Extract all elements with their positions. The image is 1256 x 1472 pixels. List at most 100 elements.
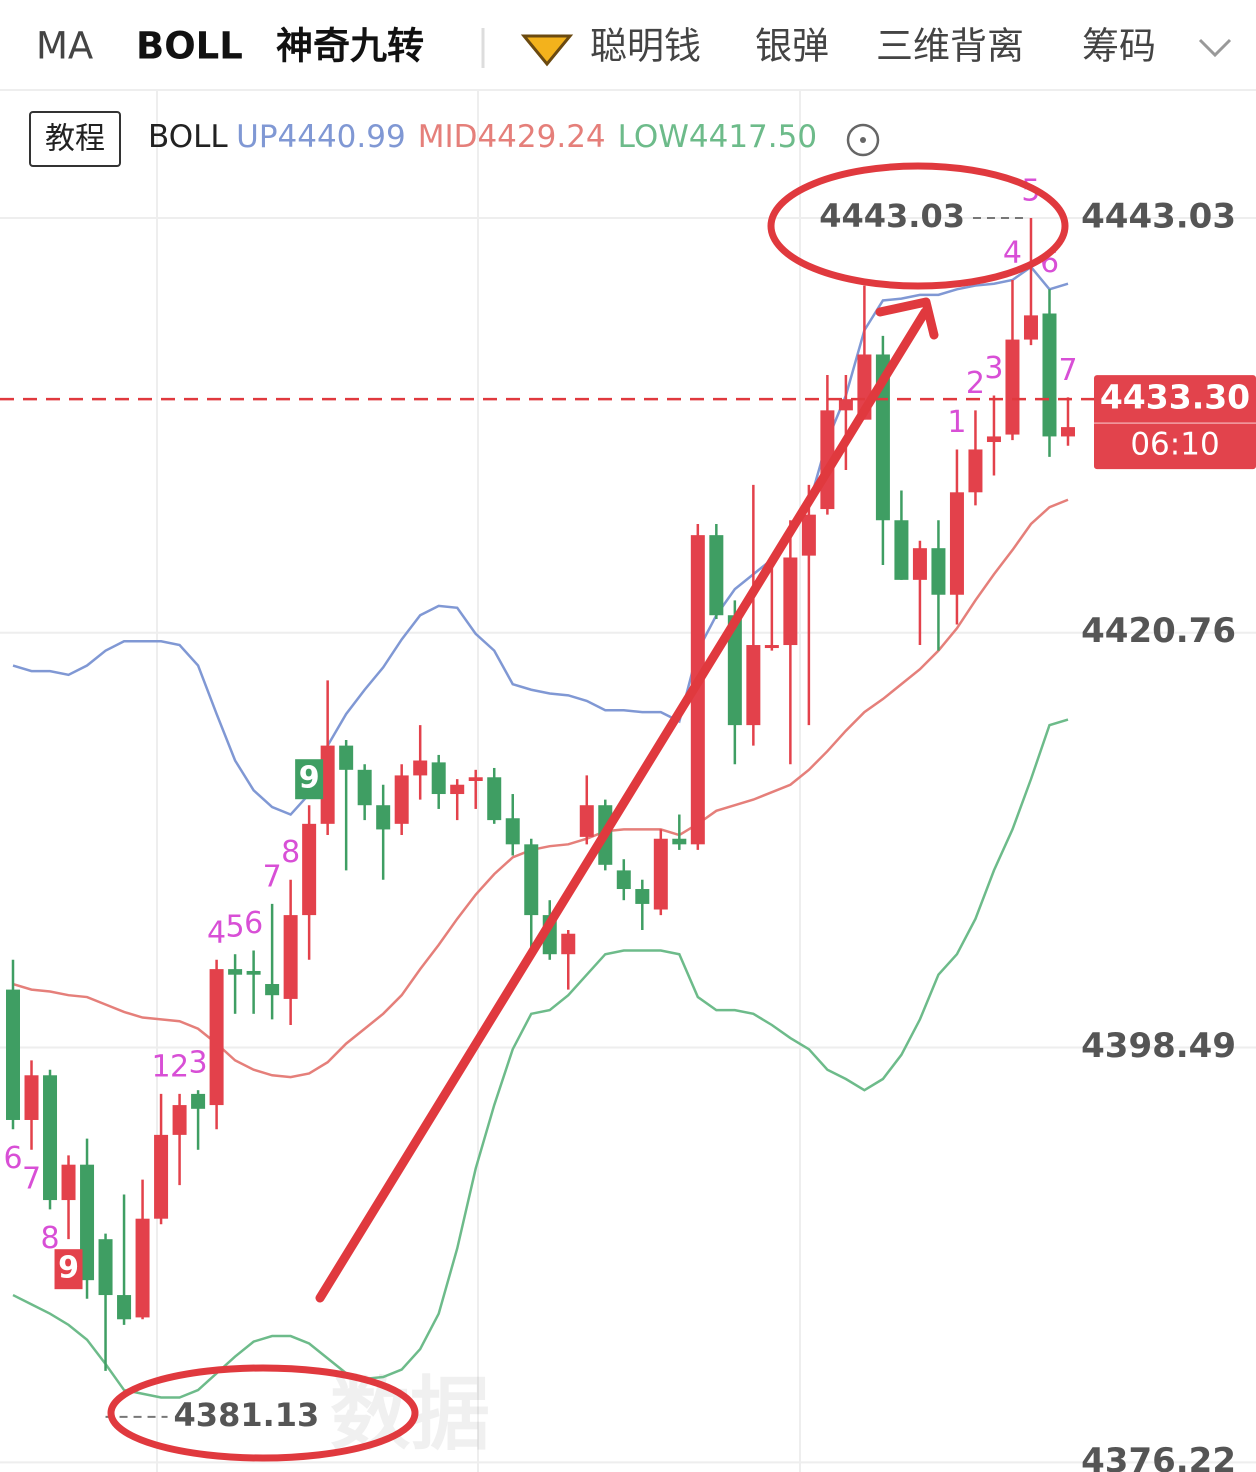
candle-body bbox=[561, 933, 576, 955]
tab[interactable]: BOLL bbox=[136, 25, 243, 68]
candle-body bbox=[672, 838, 687, 845]
legend-entry: MID4429.24 bbox=[418, 119, 606, 155]
candle-body bbox=[172, 1105, 187, 1135]
candle-body bbox=[1023, 315, 1038, 340]
candle-body bbox=[6, 989, 20, 1120]
candle-body bbox=[394, 775, 409, 824]
candle-body bbox=[912, 548, 927, 580]
trend-arrow-head bbox=[875, 297, 939, 340]
candle-body bbox=[209, 969, 224, 1106]
td-nine-box bbox=[54, 1249, 83, 1290]
y-tick-label: 4420.76 bbox=[1081, 611, 1236, 651]
tab[interactable]: 三维背离 bbox=[876, 25, 1024, 68]
vip-icon bbox=[520, 34, 574, 67]
candle-body bbox=[228, 969, 243, 975]
candle-body bbox=[653, 838, 668, 910]
candle-body bbox=[357, 769, 372, 806]
candle-body bbox=[783, 557, 798, 646]
candle-body bbox=[117, 1295, 132, 1320]
trend-arrow bbox=[315, 307, 930, 1303]
tab[interactable]: 筹码 bbox=[1082, 25, 1156, 68]
tab[interactable]: MA bbox=[36, 25, 93, 68]
td-count: 6 bbox=[244, 906, 263, 941]
min-marker-label: 4381.13 bbox=[174, 1396, 320, 1434]
td-count: 2 bbox=[170, 1049, 189, 1084]
tutorial-button[interactable] bbox=[29, 111, 121, 167]
candle-body bbox=[154, 1134, 169, 1219]
candle-body bbox=[246, 970, 261, 975]
boll-line bbox=[12, 498, 1069, 1079]
more-chevron[interactable] bbox=[1198, 38, 1232, 58]
candle-body bbox=[894, 520, 909, 580]
max-marker-label: 4443.03 bbox=[819, 197, 965, 235]
candle-body bbox=[98, 1239, 113, 1296]
td-count: 3 bbox=[984, 351, 1003, 386]
candle-body bbox=[524, 844, 539, 916]
candle-body bbox=[746, 645, 761, 726]
y-tick-label: 4443.03 bbox=[1081, 196, 1236, 236]
td-count: 8 bbox=[40, 1221, 59, 1256]
td-count: 8 bbox=[281, 835, 300, 870]
candle-body bbox=[505, 818, 520, 845]
td-count: 5 bbox=[226, 910, 245, 945]
candle-body bbox=[709, 535, 724, 616]
candle-body bbox=[61, 1164, 76, 1201]
countdown: 06:10 bbox=[1130, 427, 1219, 463]
candle-body bbox=[43, 1075, 58, 1201]
candle-body bbox=[431, 762, 446, 795]
candle-body bbox=[949, 492, 964, 595]
indicator-tabs: MA BOLL 神奇九转 聪明钱 银弹 三维背离 筹码 bbox=[0, 25, 1256, 91]
current-price-label: 4433.30 bbox=[1100, 378, 1250, 417]
td-count: 4 bbox=[207, 915, 226, 950]
td-count: 1 bbox=[947, 405, 966, 440]
price-tag bbox=[1094, 375, 1256, 470]
candle-body bbox=[616, 870, 631, 890]
candle-body bbox=[283, 915, 298, 999]
boll-line bbox=[12, 265, 1069, 817]
td-count: 9 bbox=[299, 761, 320, 796]
legend-text: BOLL UP4440.99 MID4429.24 LOW4417.50 bbox=[148, 119, 817, 155]
td-count: 6 bbox=[3, 1141, 22, 1176]
candle-body bbox=[968, 449, 983, 493]
candle-body bbox=[376, 805, 391, 830]
td-count: 2 bbox=[966, 366, 985, 401]
candle-body bbox=[838, 399, 853, 411]
tab[interactable]: 聪明钱 bbox=[590, 25, 701, 68]
indicator-name: BOLL bbox=[148, 119, 228, 155]
candle-body bbox=[450, 784, 465, 795]
candle-body bbox=[1061, 427, 1075, 437]
candle-body bbox=[1005, 339, 1020, 435]
tab[interactable]: 银弹 bbox=[755, 25, 829, 68]
td-count: 9 bbox=[58, 1251, 79, 1286]
candle-body bbox=[801, 514, 816, 556]
candle-body bbox=[135, 1218, 150, 1318]
candle-body bbox=[80, 1164, 95, 1281]
legend-entry: LOW4417.50 bbox=[618, 119, 817, 155]
td-nine-box bbox=[295, 759, 324, 800]
td-count: 1 bbox=[152, 1049, 171, 1084]
tutorial-label[interactable]: 教程 bbox=[45, 122, 105, 157]
candle-body bbox=[764, 645, 779, 649]
settings-icon[interactable] bbox=[846, 123, 880, 157]
candle-body bbox=[875, 354, 890, 521]
td-count: 3 bbox=[189, 1046, 208, 1081]
candle-body bbox=[302, 823, 317, 916]
td-count: 7 bbox=[263, 859, 282, 894]
candle-body bbox=[986, 436, 1001, 443]
td-count: 7 bbox=[1058, 353, 1077, 388]
candle-body bbox=[339, 745, 354, 770]
candle-body bbox=[468, 777, 483, 781]
candle-body bbox=[635, 889, 650, 904]
candle-body bbox=[1042, 313, 1057, 437]
td-count: 7 bbox=[22, 1161, 41, 1196]
candle-body bbox=[24, 1075, 39, 1120]
boll-line bbox=[12, 718, 1069, 1399]
tab[interactable]: 神奇九转 bbox=[276, 25, 424, 68]
settings-icon-dot bbox=[860, 137, 866, 143]
annotations bbox=[107, 162, 1069, 1462]
candle-body bbox=[931, 548, 946, 595]
candle-body bbox=[265, 984, 280, 996]
candle-body bbox=[579, 805, 594, 837]
highlight-ellipse bbox=[767, 162, 1069, 290]
